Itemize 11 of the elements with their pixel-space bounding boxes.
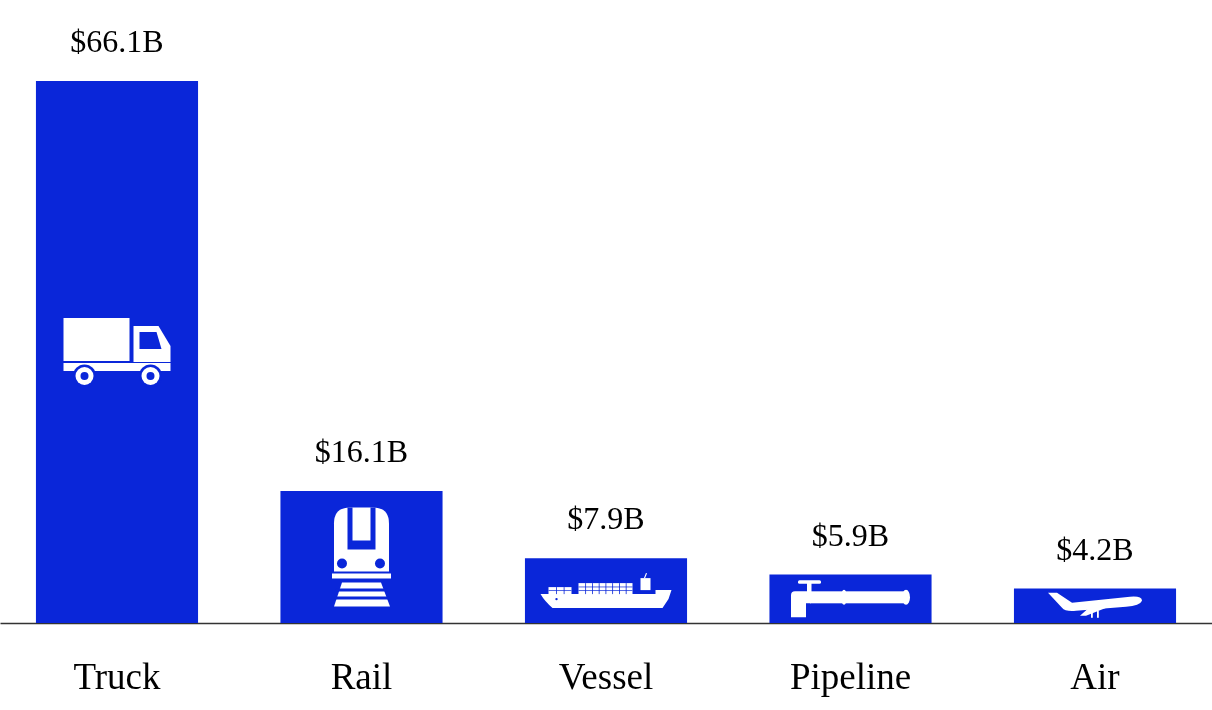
- data-label: $4.2B: [1056, 530, 1134, 567]
- data-label: $7.9B: [567, 500, 645, 537]
- data-label: $5.9B: [811, 516, 890, 553]
- x-tick-label: Rail: [330, 655, 393, 697]
- bar: [35, 81, 199, 623]
- x-tick-label: Truck: [73, 655, 162, 697]
- data-label: $66.1B: [70, 23, 164, 59]
- data-label: $16.1B: [314, 432, 409, 469]
- x-tick-label: Vessel: [558, 655, 654, 697]
- x-tick-label: Pipeline: [789, 655, 912, 697]
- x-tick-label: Air: [1070, 655, 1120, 697]
